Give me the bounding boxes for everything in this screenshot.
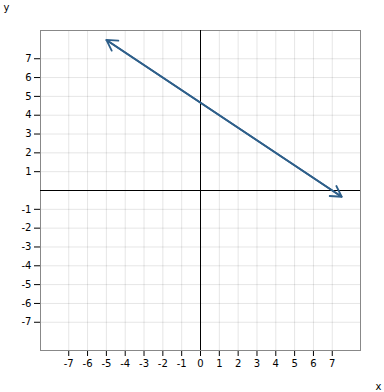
svg-text:5: 5 (291, 358, 297, 369)
svg-text:2: 2 (25, 147, 31, 158)
svg-text:4: 4 (273, 358, 279, 369)
svg-text:-4: -4 (120, 358, 130, 369)
svg-text:-6: -6 (22, 298, 32, 309)
svg-text:6: 6 (310, 358, 316, 369)
svg-text:1: 1 (25, 166, 31, 177)
svg-text:-5: -5 (22, 279, 32, 290)
svg-text:-3: -3 (22, 241, 32, 252)
svg-text:7: 7 (25, 53, 31, 64)
svg-text:5: 5 (25, 91, 31, 102)
svg-text:-5: -5 (101, 358, 111, 369)
svg-text:-7: -7 (22, 316, 32, 327)
svg-text:0: 0 (197, 358, 203, 369)
svg-text:3: 3 (25, 128, 31, 139)
svg-text:6: 6 (25, 72, 31, 83)
svg-text:x: x (376, 381, 382, 392)
svg-text:2: 2 (235, 358, 241, 369)
svg-text:7: 7 (329, 358, 335, 369)
svg-text:-6: -6 (83, 358, 93, 369)
svg-text:-3: -3 (139, 358, 149, 369)
svg-text:-1: -1 (22, 204, 32, 215)
svg-text:1: 1 (216, 358, 222, 369)
svg-text:y: y (4, 2, 10, 13)
svg-text:-7: -7 (64, 358, 74, 369)
svg-text:-2: -2 (158, 358, 168, 369)
svg-text:3: 3 (254, 358, 260, 369)
svg-text:4: 4 (25, 109, 31, 120)
svg-text:-2: -2 (22, 222, 32, 233)
svg-text:-4: -4 (22, 260, 32, 271)
svg-text:-1: -1 (177, 358, 187, 369)
